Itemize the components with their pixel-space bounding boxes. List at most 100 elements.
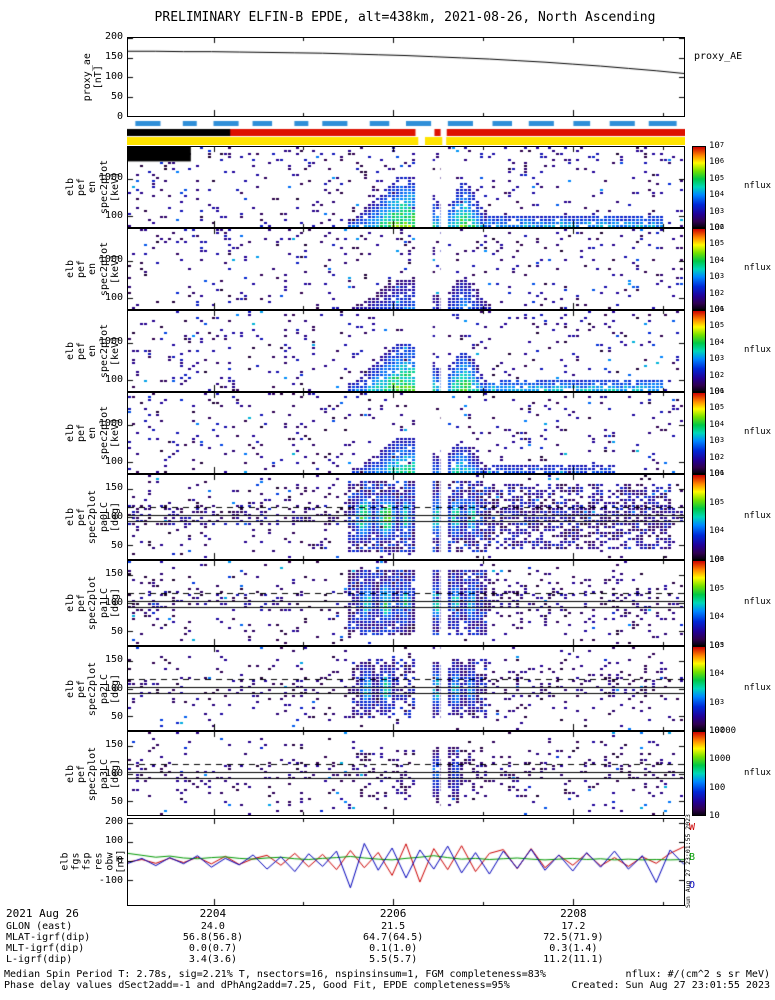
ytick-pa0-50: 50 <box>110 539 123 551</box>
colorbar-en2 <box>692 310 706 392</box>
ytick-en3-1000: 1000 <box>98 418 123 430</box>
colorbar-title-en0: nflux <box>744 181 772 191</box>
panel-pa3-canvas <box>128 732 684 815</box>
ylabel-text-en2: elb pef en spec2plot [keV] <box>65 323 121 379</box>
series-label-W: W <box>689 822 696 833</box>
plot-title: PRELIMINARY ELFIN-B EPDE, alt=438km, 202… <box>154 10 656 25</box>
ylabel-text-en1: elb pef en spec2plot [keV] <box>65 241 121 297</box>
panel-bfield <box>127 818 685 906</box>
ytick-proxy-0: 0 <box>116 111 123 122</box>
ephemeris-value-1-1: 64.7(64.5) <box>363 932 424 943</box>
colorbar-tick-en2-1: 105 <box>709 321 725 332</box>
ytick-proxy-50: 50 <box>110 91 123 102</box>
xtick-label-2208: 2208 <box>560 907 587 920</box>
panel-pa2 <box>127 646 685 731</box>
ytick-en2-1000: 1000 <box>98 336 123 348</box>
ephemeris-row-label-2: MLT-igrf(dip) <box>6 943 85 954</box>
ephemeris-value-2-2: 0.3(1.4) <box>549 943 598 954</box>
colorbar-tick-pa3-1: 1000 <box>709 754 731 765</box>
colorbar-tick-en0-5: 102 <box>709 223 725 233</box>
colorbar-tick-en1-3: 103 <box>709 272 725 283</box>
colorbar-title-en3: nflux <box>744 427 772 437</box>
ytick-pa3-50: 50 <box>110 795 123 807</box>
ytick-en0-1000: 1000 <box>98 172 123 184</box>
colorbar-tick-en1-1: 105 <box>709 239 725 250</box>
ephemeris-value-1-0: 56.8(56.8) <box>182 932 244 943</box>
ytick-proxy-150: 150 <box>104 51 123 62</box>
panel-pa2-canvas <box>128 647 684 730</box>
colorbar-tick-pa3-2: 100 <box>709 782 726 793</box>
colorbar-tick-pa1-3: 103 <box>709 641 725 651</box>
colorbar-tick-pa2-2: 103 <box>709 697 725 708</box>
footer-created-timestamp: Created: Sun Aug 27 23:01:55 2023 <box>571 980 770 991</box>
colorbar-tick-pa0-2: 104 <box>709 526 725 537</box>
ytick-pa3-150: 150 <box>104 739 123 751</box>
colorbar-pa3 <box>692 731 706 816</box>
xtick-label-2206: 2206 <box>379 907 407 920</box>
ytick-bfield-200: 200 <box>104 815 123 827</box>
colorbar-tick-en2-4: 102 <box>709 370 725 381</box>
ephemeris-row-label-0: GLON (east) <box>6 921 73 932</box>
ephemeris-value-0-2: 17.2 <box>561 921 586 932</box>
xtick-label-2204: 2204 <box>199 907 227 920</box>
ytick-pa3-100: 100 <box>104 767 123 779</box>
colorbar-en0 <box>692 146 706 228</box>
colorbar-title-en1: nflux <box>744 263 772 273</box>
colorbar-tick-en0-3: 104 <box>709 190 725 201</box>
colorbar-tick-pa1-2: 104 <box>709 612 725 623</box>
ytick-en0-100: 100 <box>104 210 123 222</box>
colorbar-tick-pa1-0: 106 <box>709 555 725 565</box>
colorbar-tick-en3-2: 104 <box>709 419 725 430</box>
colorbar-pa0 <box>692 474 706 560</box>
colorbar-pa1 <box>692 560 706 646</box>
colorbar-tick-en2-3: 103 <box>709 354 725 365</box>
ephemeris-value-2-0: 0.0(0.7) <box>188 943 237 954</box>
ylabel-text-en0: elb pef en spec2plot [keV] <box>65 159 121 215</box>
ytick-proxy-100: 100 <box>104 71 123 82</box>
ytick-en3-100: 100 <box>104 456 123 468</box>
colorbar-tick-en0-4: 103 <box>709 206 725 217</box>
ytick-pa0-150: 150 <box>104 482 123 494</box>
colorbar-title-pa3: nflux <box>744 767 772 778</box>
colorbar-tick-pa2-1: 104 <box>709 669 725 680</box>
panel-en1-canvas <box>128 229 684 309</box>
colorbar-tick-en3-5: 101 <box>709 469 725 479</box>
ytick-bfield--100: -100 <box>98 874 123 886</box>
ephemeris-row-label-3: L-igrf(dip) <box>6 954 73 965</box>
colorbar-tick-pa2-0: 105 <box>709 641 725 651</box>
colorbar-tick-pa3-0: 10000 <box>709 726 737 736</box>
flag-bars-canvas <box>127 120 685 145</box>
ephemeris-value-3-0: 3.4(3.6) <box>188 954 237 965</box>
ytick-pa2-100: 100 <box>104 682 123 694</box>
colorbar-tick-en1-0: 106 <box>709 223 725 233</box>
colorbar-en1 <box>692 228 706 310</box>
colorbar-en3 <box>692 392 706 474</box>
ytick-bfield-100: 100 <box>104 835 123 847</box>
colorbar-tick-en1-4: 102 <box>709 288 725 299</box>
colorbar-tick-pa0-3: 103 <box>709 555 725 565</box>
colorbar-tick-pa1-1: 105 <box>709 583 725 594</box>
colorbar-title-en2: nflux <box>744 345 772 355</box>
colorbar-tick-en2-0: 106 <box>709 305 725 315</box>
x-axis-date-label: 2021 Aug 26 <box>6 907 79 920</box>
colorbar-tick-pa0-0: 106 <box>709 469 725 479</box>
ytick-pa1-150: 150 <box>104 568 123 580</box>
panel-proxy-canvas <box>128 38 684 116</box>
panel-en2-canvas <box>128 311 684 391</box>
colorbar-tick-pa3-3: 10 <box>709 811 720 821</box>
colorbar-tick-pa2-3: 102 <box>709 726 725 736</box>
colorbar-tick-en1-2: 104 <box>709 255 725 266</box>
colorbar-tick-en1-5: 101 <box>709 305 725 315</box>
series-label-O: O <box>689 880 696 891</box>
ytick-pa1-100: 100 <box>104 597 123 608</box>
colorbar-tick-en0-2: 105 <box>709 173 725 184</box>
colorbar-pa2 <box>692 646 706 731</box>
colorbar-tick-en0-0: 107 <box>709 141 725 151</box>
ephemeris-value-3-2: 11.2(11.1) <box>543 954 604 965</box>
panel-pa0-canvas <box>128 475 684 559</box>
ytick-en1-1000: 1000 <box>98 254 123 266</box>
panel-pa1-canvas <box>128 561 684 645</box>
panel-pa1 <box>127 560 685 646</box>
ephemeris-value-2-1: 0.1(1.0) <box>369 943 418 954</box>
